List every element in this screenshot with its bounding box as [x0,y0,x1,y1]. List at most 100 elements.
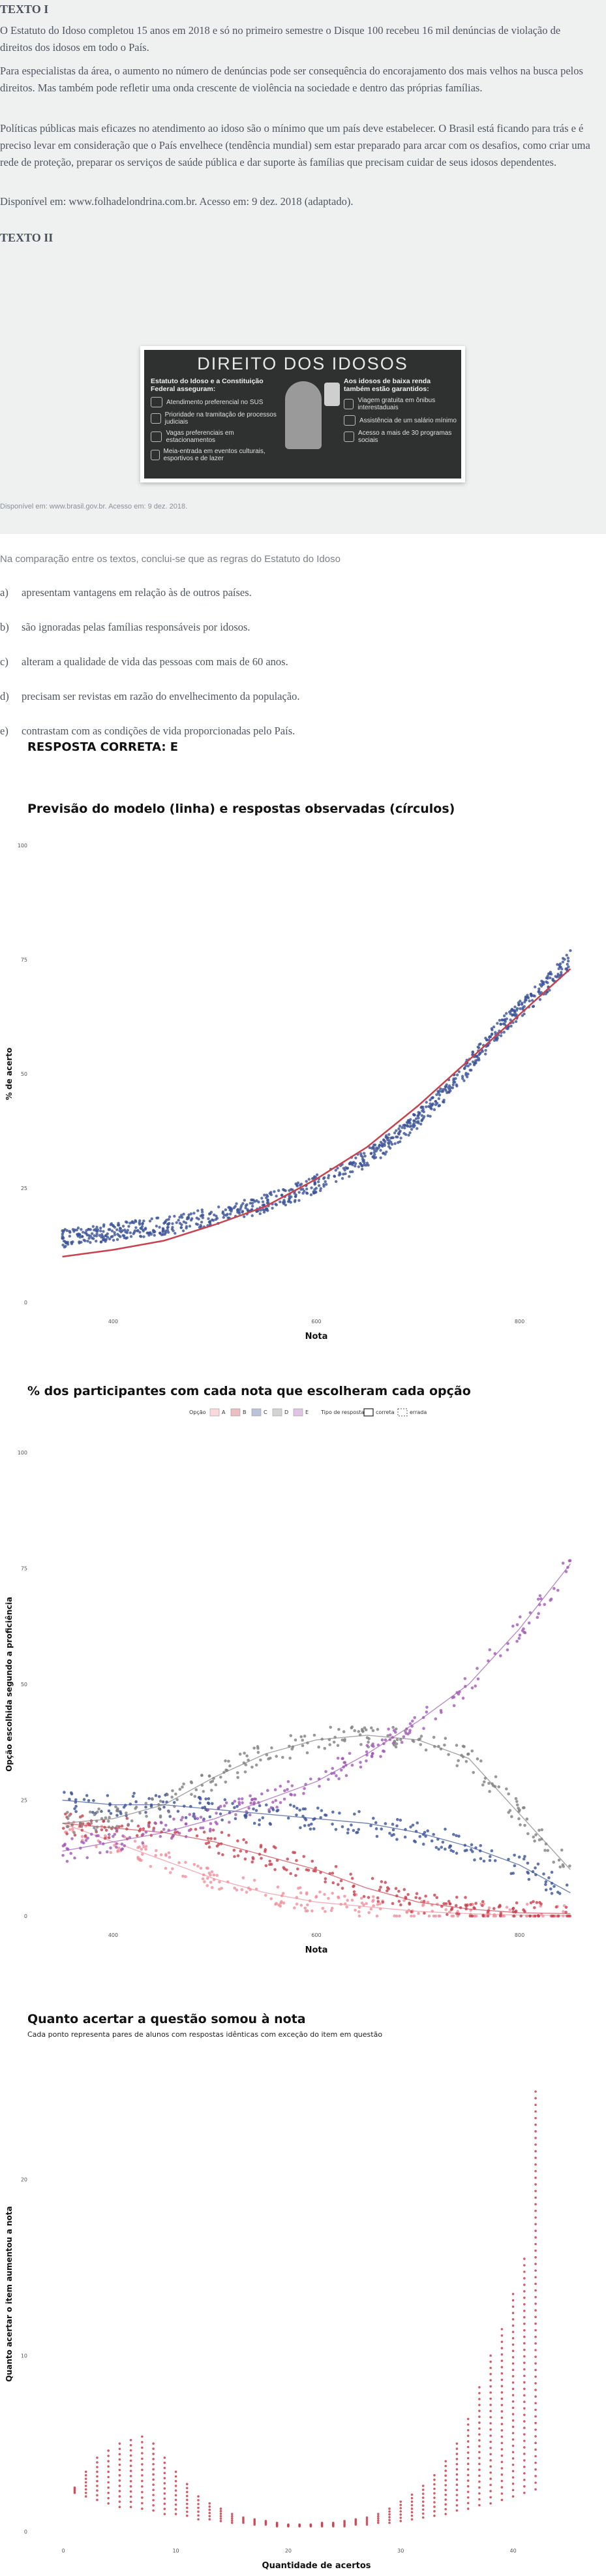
chart3-point [129,2449,132,2452]
chart1-observed-point [260,1197,264,1200]
chart2-point-option-b [311,1859,314,1863]
chart2-point-option-b [556,1914,560,1918]
chart2-point-option-e [70,1837,74,1840]
chart3-point [511,2362,515,2365]
chart2-point-option-a [215,1874,219,1877]
chart1-observed-point [166,1223,170,1226]
chart1-observed-point [104,1234,108,1237]
chart2-point-option-e [286,1787,289,1791]
chart2-point-option-e [549,1599,553,1602]
chart2-point-option-e [457,1692,461,1696]
option-c[interactable]: c) alteram a qualidade de vida das pessoa… [0,655,288,668]
chart1-observed-point [207,1212,211,1216]
chart2-point-option-b [444,1902,448,1906]
chart3-point [174,2498,177,2502]
chart2-point-option-e [538,1594,542,1597]
chart1-observed-point [293,1191,296,1195]
chart1-observed-point [234,1204,237,1208]
chart2-point-option-e [515,1623,519,1627]
chart3-point [534,2216,537,2219]
chart2-point-option-b [481,1904,484,1908]
chart2-point-option-a [417,1911,420,1915]
chart2-point-option-b [236,1839,239,1843]
chart3-point [186,2490,189,2494]
chart2-point-option-e [181,1815,185,1819]
chart2-point-option-a [371,1895,375,1898]
chart3-point [523,2400,526,2404]
chart1-observed-point [447,1088,451,1091]
option-b[interactable]: b) são ignoradas pelas famílias responsáv… [0,621,250,634]
chart2-point-option-b [448,1902,452,1906]
chart3-point [129,2490,132,2493]
chart2-point-option-e [279,1784,282,1788]
chart1-observed-point [531,1005,535,1009]
chart2-point-option-d [256,1745,260,1748]
chart3-point [500,2442,504,2445]
chart1-observed-point [348,1174,351,1178]
chart2-point-option-e [498,1654,502,1657]
chart2-point-option-e [254,1797,258,1801]
chart1-observed-point [533,994,536,998]
chart1-observed-point [200,1210,204,1214]
chart2-point-option-a [525,1902,529,1906]
chart3-point [478,2404,481,2406]
chart1-observed-point [417,1110,420,1114]
chart1-observed-point [227,1206,230,1209]
chart2-point-option-d [337,1727,341,1731]
chart2-point-option-d [515,1803,519,1807]
chart2-point-option-d [332,1740,336,1744]
chart1-observed-point [85,1233,89,1237]
chart2-point-option-b [406,1893,410,1896]
chart2-point-option-d [68,1814,71,1817]
chart3-point [511,2305,515,2308]
texto1-paragraph-3: Políticas públicas mais eficazes no aten… [0,122,590,168]
chart2-point-option-e [568,1559,571,1563]
chart2-point-option-a [68,1828,72,1831]
chart2-point-option-d [167,1810,171,1814]
chart1-observed-point [312,1191,316,1195]
chart1-observed-point [194,1222,198,1226]
chart2-legend-item: D [284,1409,288,1415]
chart1-observed-point [519,999,522,1003]
chart2-point-option-b [447,1900,451,1903]
chart2-point-option-a [505,1906,509,1909]
chart2-point-option-b [268,1859,272,1863]
chart2-point-option-c [350,1823,353,1827]
chart2-point-option-e [89,1832,93,1836]
chart3-point [523,2485,526,2488]
chart3-point [478,2462,481,2466]
chart2-point-option-e [290,1784,294,1787]
chart2-point-option-a [367,1911,371,1915]
chart3-point [489,2477,492,2480]
chart2-point-option-e [461,1697,465,1700]
chart1-observed-point [354,1156,357,1160]
chart2-point-option-c [542,1872,545,1876]
chart2-point-option-a [330,1906,334,1910]
option-a[interactable]: a) apresentam vantagens em relação às de … [0,586,252,599]
chart1-observed-point [373,1143,377,1146]
chart1-observed-point [66,1242,70,1246]
chart2-point-option-e [170,1836,174,1840]
chart2-point-option-d [540,1828,544,1832]
chart2-point-option-b [414,1896,417,1900]
chart2-point-option-a [437,1914,440,1918]
chart3-point [511,2482,515,2485]
chart2-point-option-b [538,1901,541,1904]
chart2-point-option-c [470,1843,474,1847]
chart1-observed-point [362,1159,365,1162]
chart2-point-option-b [285,1868,288,1872]
option-e[interactable]: e) contrastam com as condições de vida pr… [0,725,295,738]
chart2-point-option-b [397,1900,401,1903]
chart1-observed-point [89,1241,92,1244]
option-d[interactable]: d) precisam ser revistas em razão do enve… [0,690,300,703]
chart1-observed-point [134,1226,138,1229]
chart1-observed-point [417,1116,420,1120]
chart2-point-option-d [543,1849,547,1852]
chart1-observed-point [68,1234,72,1238]
chart2-point-option-b [378,1888,382,1892]
chart1-observed-point [290,1187,293,1191]
chart1-observed-point [130,1221,134,1224]
chart2-point-option-e [188,1813,192,1816]
chart1-observed-point [253,1200,256,1203]
chart2-point-option-c [107,1809,111,1813]
